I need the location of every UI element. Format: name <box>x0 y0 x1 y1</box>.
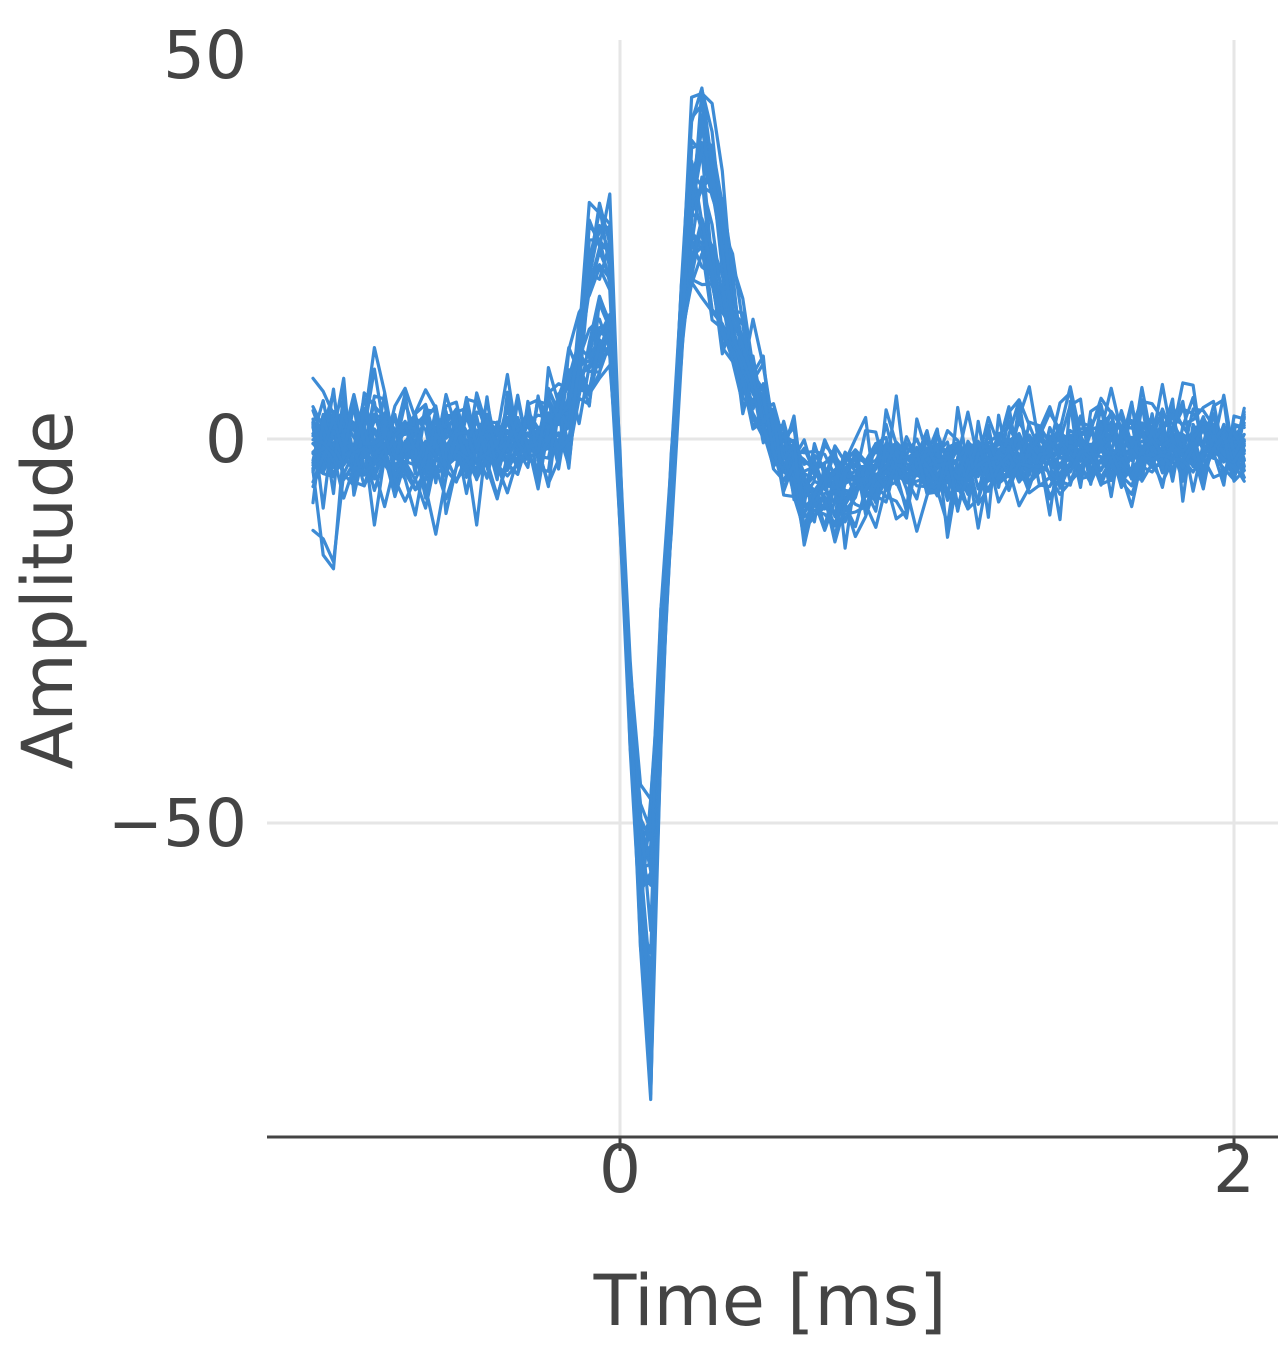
waveform-trace-18 <box>311 91 1246 887</box>
waveform-trace-23 <box>311 184 1246 1045</box>
waveform-trace-25 <box>311 103 1246 1009</box>
waveform-traces <box>311 86 1246 1102</box>
waveform-trace-17 <box>311 159 1246 933</box>
x-axis <box>267 1135 1278 1151</box>
waveform-trace-24 <box>311 138 1246 1049</box>
waveform-trace-8 <box>311 233 1246 879</box>
waveform-trace-4 <box>311 223 1246 849</box>
waveform-trace-20 <box>311 87 1246 1036</box>
waveform-trace-16 <box>311 240 1246 832</box>
waveform-trace-19 <box>311 172 1246 1084</box>
x-tick-label: 2 <box>1213 1131 1255 1208</box>
x-axis-title: Time [ms] <box>593 1260 947 1342</box>
waveform-trace-22 <box>311 113 1246 985</box>
grid-lines <box>267 40 1278 1137</box>
waveform-trace-28 <box>311 124 1246 1066</box>
waveform-trace-14 <box>311 217 1246 843</box>
y-tick-label: 50 <box>163 17 247 94</box>
waveform-trace-2 <box>311 231 1246 890</box>
waveform-trace-7 <box>311 175 1246 916</box>
waveform-trace-1 <box>311 280 1246 861</box>
waveform-trace-27 <box>311 143 1246 955</box>
y-axis-title: Amplitude <box>7 411 89 770</box>
y-tick-label: −50 <box>108 785 247 862</box>
waveform-trace-10 <box>311 252 1246 871</box>
waveform-trace-13 <box>311 245 1246 865</box>
waveform-trace-30 <box>311 170 1246 1095</box>
waveform-trace-11 <box>311 230 1246 886</box>
waveform-trace-21 <box>311 141 1246 1102</box>
waveform-trace-9 <box>311 148 1246 838</box>
y-axis: 50 0 −50 <box>108 17 247 862</box>
waveform-trace-6 <box>311 211 1246 863</box>
waveform-trace-26 <box>311 142 1246 1096</box>
waveform-trace-29 <box>311 86 1246 1043</box>
x-tick-label: 0 <box>599 1131 641 1208</box>
waveform-trace-12 <box>311 217 1246 894</box>
y-tick-label: 0 <box>205 401 247 478</box>
waveform-trace-3 <box>311 183 1246 873</box>
waveform-trace-15 <box>311 277 1246 801</box>
waveform-trace-5 <box>311 190 1246 859</box>
